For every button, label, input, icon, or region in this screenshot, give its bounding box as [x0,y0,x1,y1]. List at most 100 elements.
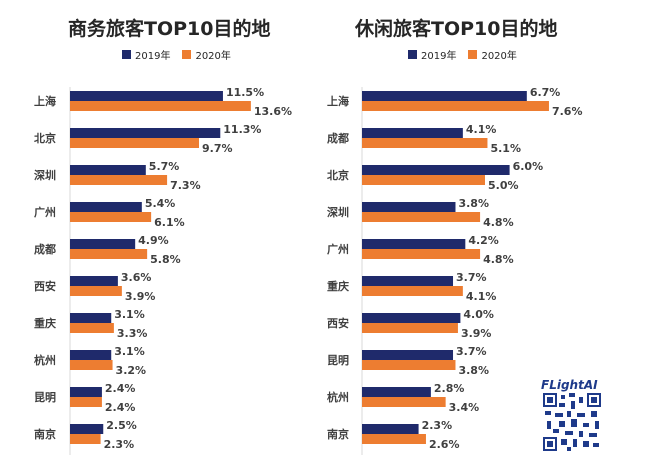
value-label-business-2019: 11.3% [223,123,261,136]
value-label-leisure-2020: 2.6% [429,438,460,451]
bar-leisure-2019 [362,387,431,397]
value-label-business-2019: 11.5% [226,86,264,99]
category-label-business: 重庆 [34,316,56,330]
value-label-leisure-2020: 3.9% [461,327,492,340]
value-label-leisure-2019: 6.7% [530,86,561,99]
legend-swatch-2019-icon [408,50,417,59]
bar-business-2019 [70,128,221,138]
category-label-leisure: 西安 [327,316,349,330]
flightai-logo: FLightAI [541,378,598,392]
bar-leisure-2019 [362,350,454,360]
bar-leisure-2019 [362,239,466,249]
chart-title-business: 商务旅客TOP10目的地 [68,18,271,40]
category-label-leisure: 广州 [327,242,349,256]
bar-business-2019 [70,313,112,323]
bar-business-2019 [70,387,102,397]
bar-leisure-2019 [362,128,463,138]
category-label-business: 杭州 [34,353,56,367]
value-label-business-2020: 2.4% [105,401,136,414]
value-label-business-2020: 9.7% [202,142,233,155]
bar-business-2019 [70,202,142,212]
legend-label-2019: 2019年 [421,51,457,62]
value-label-business-2019: 2.4% [105,382,136,395]
value-label-leisure-2019: 3.8% [458,197,489,210]
value-label-business-2020: 3.3% [117,327,148,340]
category-label-leisure: 重庆 [327,279,349,293]
value-label-leisure-2020: 5.1% [490,142,521,155]
category-label-leisure: 北京 [327,168,349,182]
bar-business-2020 [70,101,251,111]
value-label-business-2019: 5.4% [145,197,176,210]
value-label-leisure-2020: 3.4% [449,401,480,414]
bar-business-2020 [70,397,102,407]
bar-leisure-2019 [362,202,456,212]
bar-leisure-2020 [362,175,485,185]
value-label-leisure-2019: 4.1% [466,123,497,136]
bar-leisure-2019 [362,276,454,286]
category-label-business: 成都 [34,242,56,256]
value-label-leisure-2019: 6.0% [513,160,544,173]
category-label-business: 上海 [34,94,56,108]
bar-business-2020 [70,249,148,259]
bar-leisure-2019 [362,165,510,175]
bar-business-2020 [70,286,122,296]
bar-business-2020 [70,360,113,370]
value-label-business-2019: 4.9% [138,234,169,247]
value-label-leisure-2020: 5.0% [488,179,519,192]
qr-code-icon [543,393,601,451]
category-label-leisure: 南京 [327,427,349,441]
bar-leisure-2020 [362,397,446,407]
value-label-business-2020: 6.1% [154,216,185,229]
legend-swatch-2020-icon [182,50,192,59]
value-label-business-2019: 3.6% [121,271,152,284]
bar-leisure-2020 [362,323,458,333]
value-label-leisure-2020: 4.8% [483,253,514,266]
bar-leisure-2020 [362,249,481,259]
category-label-leisure: 昆明 [327,354,349,367]
bar-leisure-2019 [362,313,461,323]
bar-business-2019 [70,424,104,434]
bar-business-2020 [70,212,152,222]
category-label-leisure: 杭州 [327,390,349,404]
bar-business-2020 [70,138,200,148]
bar-business-2019 [70,165,146,175]
value-label-leisure-2019: 4.2% [468,234,499,247]
category-label-business: 深圳 [34,168,56,182]
value-label-leisure-2019: 4.0% [463,308,494,321]
bar-leisure-2019 [362,424,419,434]
category-label-business: 南京 [34,427,56,441]
bar-business-2020 [70,434,101,444]
value-label-leisure-2020: 4.8% [483,216,514,229]
bar-leisure-2020 [362,212,481,222]
category-label-leisure: 上海 [327,94,349,108]
bar-leisure-2019 [362,91,527,101]
value-label-leisure-2019: 3.7% [456,271,487,284]
value-label-leisure-2020: 3.8% [458,364,489,377]
bar-business-2020 [70,175,168,185]
bar-leisure-2020 [362,138,488,148]
bar-business-2019 [70,276,118,286]
legend-label-2020: 2020年 [195,51,231,62]
category-label-business: 西安 [34,279,56,293]
category-label-business: 北京 [34,131,56,145]
value-label-business-2020: 7.3% [170,179,201,192]
value-label-leisure-2019: 2.8% [434,382,465,395]
value-label-business-2020: 3.9% [125,290,156,303]
value-label-leisure-2020: 4.1% [466,290,497,303]
bar-leisure-2020 [362,101,549,111]
legend-leisure: 2019年 2020年 [408,47,529,62]
bar-business-2020 [70,323,114,333]
legend-label-2019: 2019年 [135,51,171,62]
value-label-business-2019: 5.7% [149,160,180,173]
value-label-business-2020: 5.8% [150,253,181,266]
category-label-leisure: 深圳 [327,205,349,219]
bar-leisure-2020 [362,360,456,370]
value-label-leisure-2019: 2.3% [422,419,453,432]
category-label-business: 昆明 [34,391,56,404]
category-label-leisure: 成都 [327,131,349,145]
bar-business-2019 [70,350,112,360]
bar-leisure-2020 [362,434,426,444]
value-label-business-2020: 2.3% [104,438,135,451]
bar-leisure-2020 [362,286,463,296]
